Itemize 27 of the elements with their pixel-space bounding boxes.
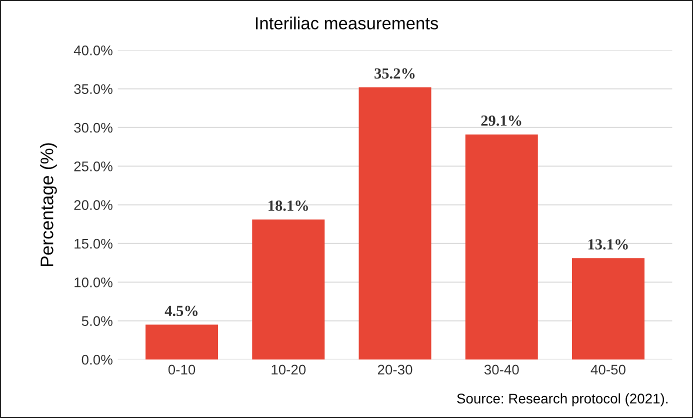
y-tick-label: 10.0% — [74, 277, 112, 288]
y-tick-label: 35.0% — [74, 84, 112, 94]
data-label: 29.1% — [481, 115, 522, 126]
x-tick-label: 0-10 — [168, 364, 196, 375]
y-tick-label: 25.0% — [74, 161, 112, 172]
y-tick-label: 20.0% — [74, 200, 112, 210]
y-tick-label: 15.0% — [74, 238, 112, 249]
x-tick-label: 40-50 — [590, 364, 626, 375]
bar — [146, 324, 218, 360]
x-tick-label: 20-30 — [378, 364, 412, 375]
y-tick-label: 30.0% — [74, 122, 112, 133]
chart-title: Interiliac measurements — [256, 16, 438, 30]
x-tick-label: 30-40 — [484, 364, 519, 375]
bar — [465, 134, 538, 360]
x-tick-label: 10-20 — [272, 364, 306, 375]
y-tick-label: 0.0% — [82, 354, 112, 365]
y-tick-label: 40.0% — [74, 45, 112, 56]
bar — [358, 87, 432, 360]
bar — [572, 258, 644, 360]
data-label: 18.1% — [268, 200, 308, 211]
data-label: 35.2% — [374, 68, 415, 79]
bar — [252, 220, 325, 360]
y-axis-title: Percentage (%) — [40, 143, 57, 266]
source-note: Source: Research protocol (2021). — [457, 393, 668, 406]
data-label: 13.1% — [588, 239, 628, 250]
data-label: 4.5% — [164, 306, 198, 316]
y-tick-label: 5.0% — [82, 316, 112, 326]
